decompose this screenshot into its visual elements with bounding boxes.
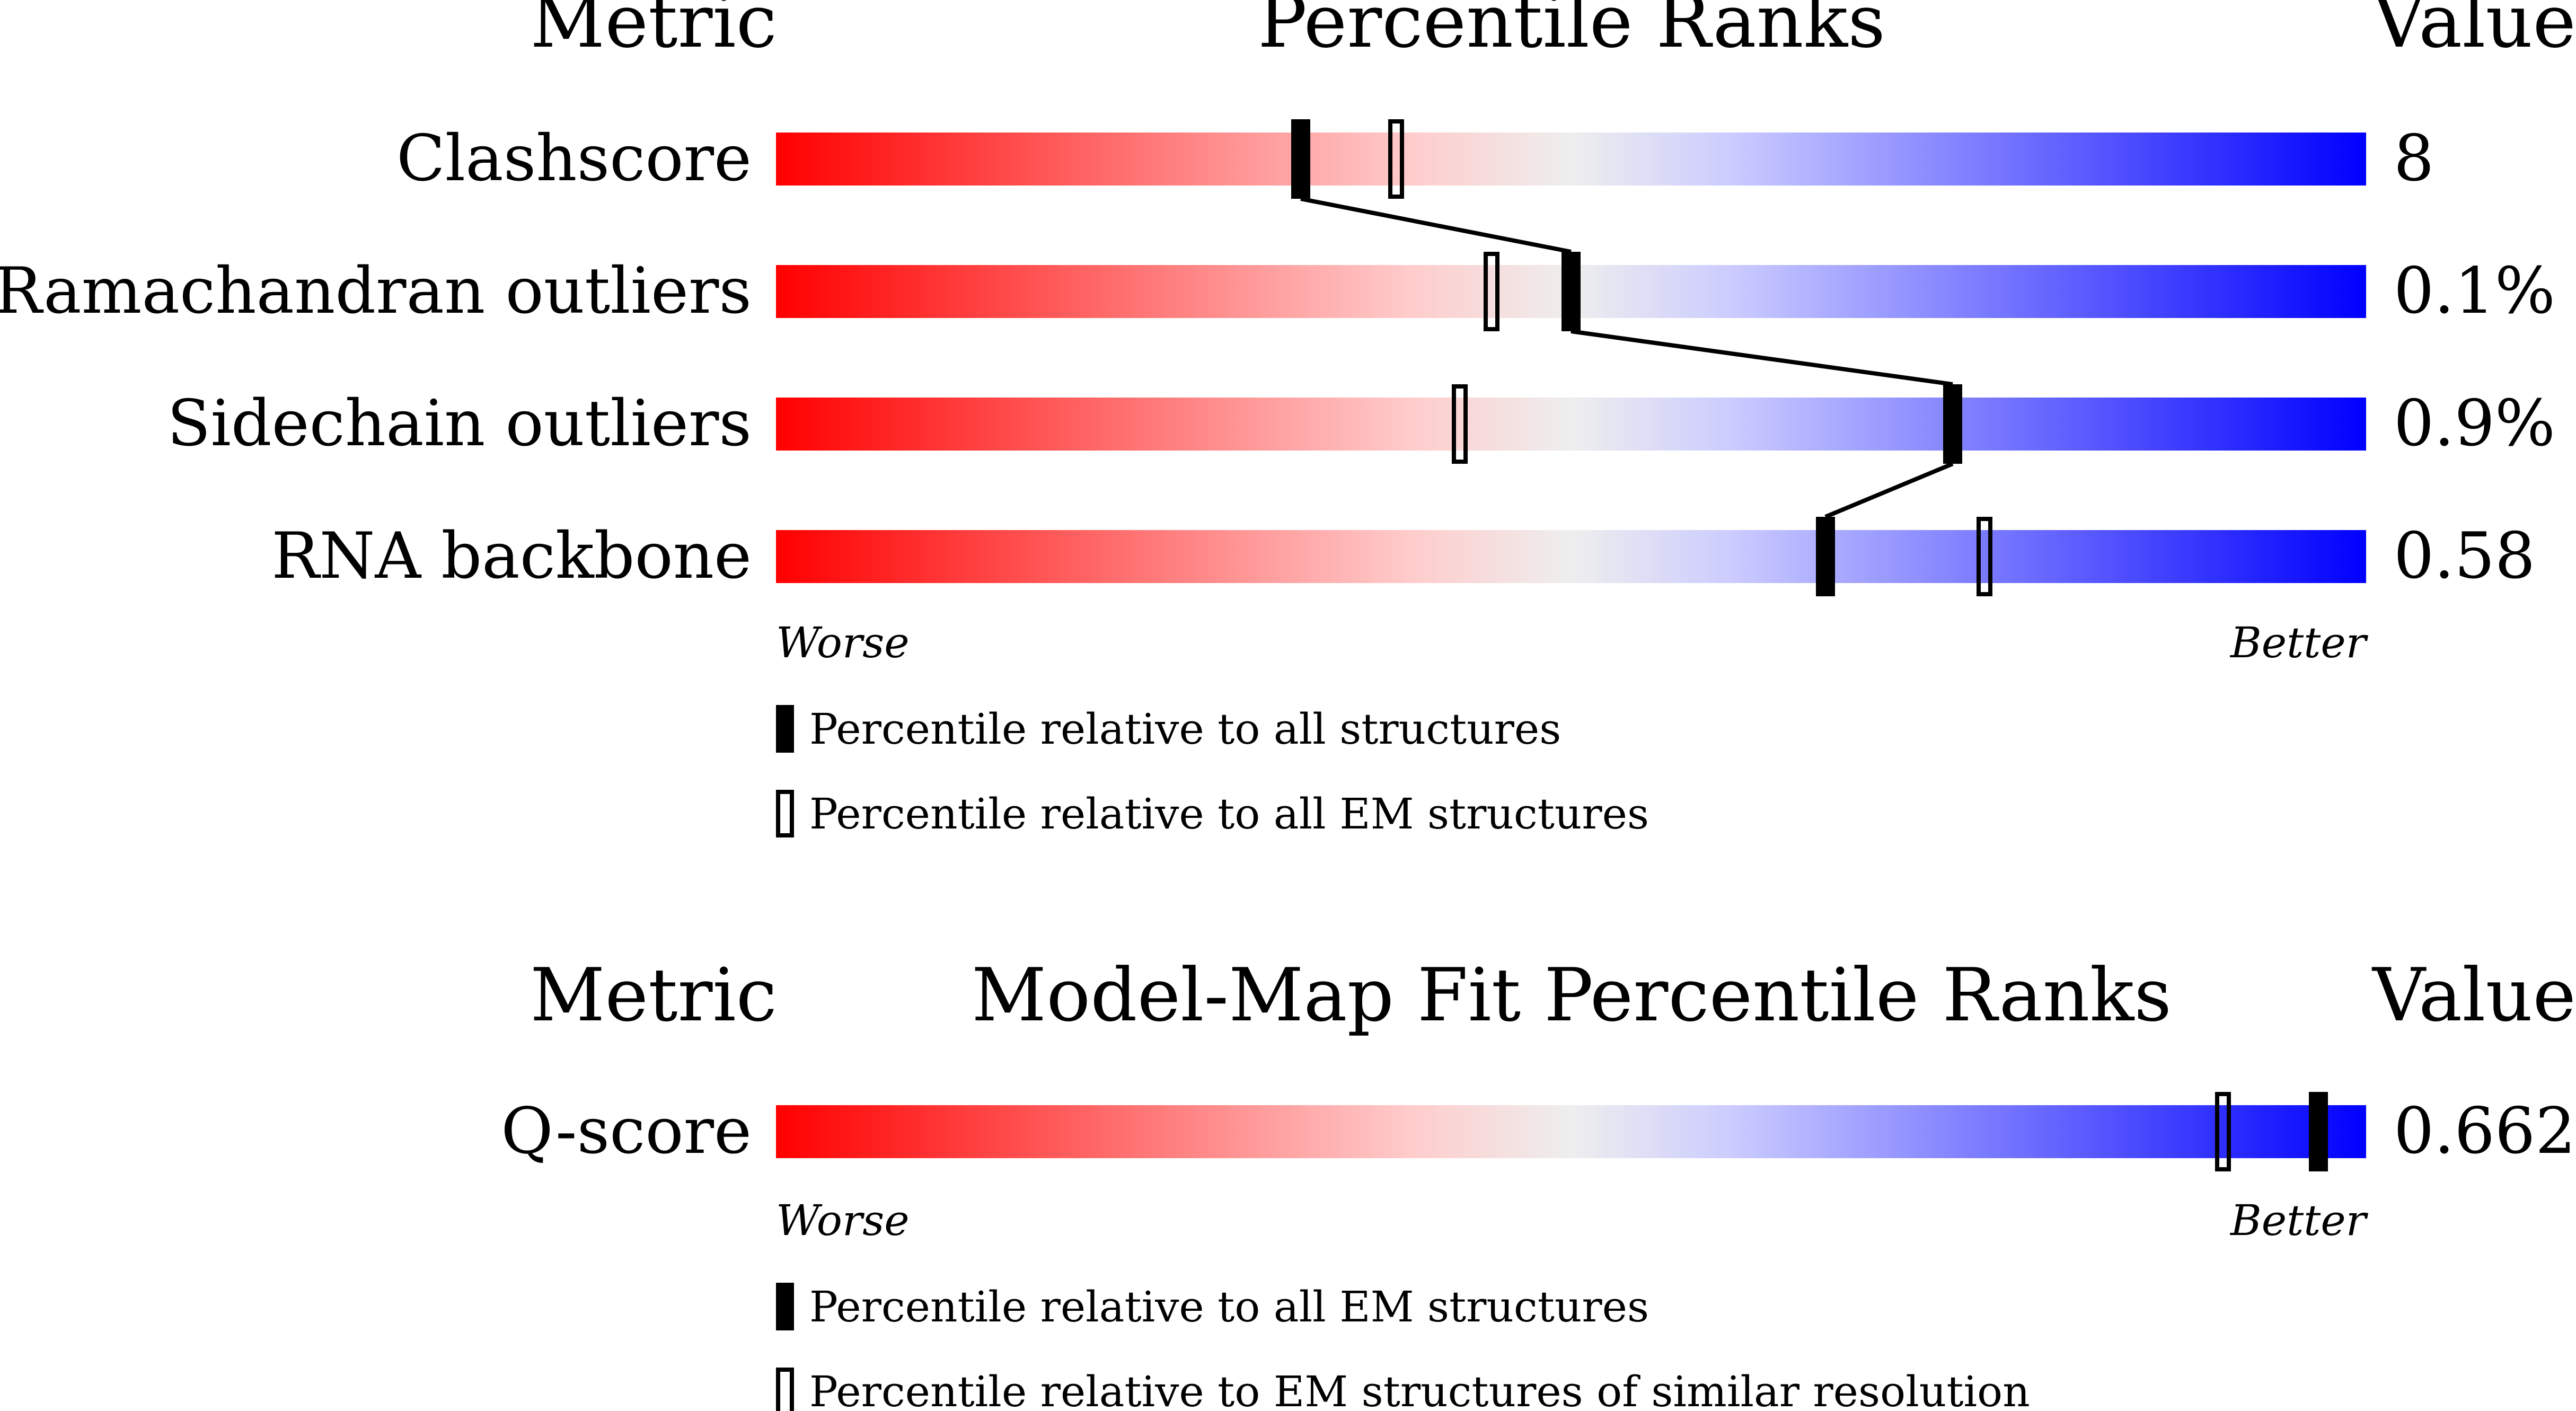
axis-label-better: Better xyxy=(2229,618,2369,667)
legend-label: Percentile relative to all EM structures xyxy=(809,1282,1649,1331)
legend-swatch-open xyxy=(776,790,794,837)
legend-swatch-open xyxy=(776,1368,794,1411)
percentile-marker-filled xyxy=(1291,119,1310,199)
metric-column-header: Metric xyxy=(530,0,777,64)
metric-label: Q-score xyxy=(501,1095,752,1168)
value-column-header: Value xyxy=(2371,0,2576,64)
metric-label: Ramachandran outliers xyxy=(0,254,752,328)
axis-label-worse: Worse xyxy=(776,618,910,667)
percentile-bar xyxy=(776,530,2366,583)
legend-label: Percentile relative to all EM structures xyxy=(809,789,1649,839)
percentile-bar xyxy=(776,1105,2366,1158)
percentile-marker-open xyxy=(2215,1092,2231,1171)
marker-connector-line xyxy=(1300,197,1572,254)
metric-value: 0.1% xyxy=(2394,254,2555,328)
percentile-marker-open xyxy=(1484,252,1499,331)
metric-value: 0.662 xyxy=(2394,1095,2576,1168)
marker-connector-line xyxy=(1571,329,1953,386)
percentile-marker-filled xyxy=(1816,517,1835,596)
percentile-marker-filled xyxy=(2309,1092,2328,1171)
axis-label-better: Better xyxy=(2229,1196,2369,1245)
metric-column-header: Metric xyxy=(530,953,777,1038)
legend-label: Percentile relative to EM structures of … xyxy=(809,1367,2030,1411)
percentile-marker-filled xyxy=(1562,252,1581,331)
metric-value: 8 xyxy=(2394,122,2434,196)
metric-value: 0.58 xyxy=(2394,519,2535,593)
legend-swatch-filled xyxy=(776,705,794,753)
axis-label-worse: Worse xyxy=(776,1196,910,1245)
percentile-marker-open xyxy=(1977,517,1992,596)
percentile-marker-open xyxy=(1388,119,1404,199)
chart-title: Model-Map Fit Percentile Ranks xyxy=(972,953,2172,1038)
percentile-marker-filled xyxy=(1943,384,1962,464)
percentile-marker-open xyxy=(1452,384,1468,464)
metric-label: Sidechain outliers xyxy=(167,387,752,461)
metric-label: RNA backbone xyxy=(271,519,752,593)
chart-title: Percentile Ranks xyxy=(1258,0,1885,64)
legend-swatch-filled xyxy=(776,1283,794,1330)
percentile-bar xyxy=(776,133,2366,186)
value-column-header: Value xyxy=(2371,953,2576,1038)
marker-connector-line xyxy=(1824,462,1954,519)
percentile-bar xyxy=(776,398,2366,451)
legend-label: Percentile relative to all structures xyxy=(809,704,1561,754)
metric-label: Clashscore xyxy=(396,122,752,196)
metric-value: 0.9% xyxy=(2394,387,2555,461)
